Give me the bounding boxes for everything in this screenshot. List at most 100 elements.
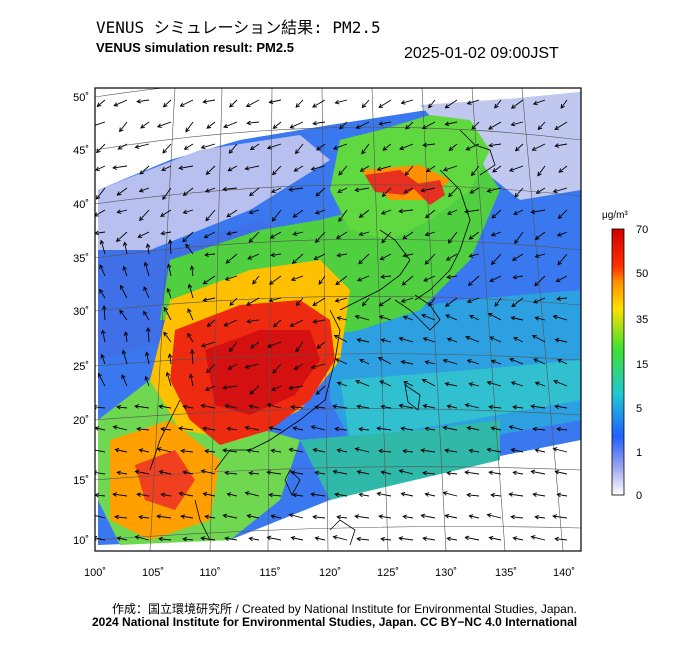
wind-arrow: [119, 309, 128, 321]
colorbar-unit: μg/m³: [602, 210, 628, 221]
wind-arrow: [117, 143, 128, 150]
wind-arrow: [535, 187, 546, 194]
wind-arrow: [204, 252, 216, 258]
lat-tick-label: 20˚: [73, 415, 89, 427]
wind-arrow: [116, 536, 128, 541]
wind-arrow: [222, 513, 238, 519]
wind-arrow: [486, 380, 502, 387]
wind-arrow: [381, 231, 392, 244]
wind-arrow: [163, 306, 172, 321]
colorbar-tick-label: 1: [636, 447, 642, 459]
wind-arrow: [513, 336, 524, 343]
wind-arrow: [178, 491, 194, 497]
wind-arrow: [145, 327, 151, 343]
wind-arrow: [422, 403, 436, 409]
lat-tick-label: 25˚: [73, 361, 89, 373]
wind-arrow: [271, 209, 282, 222]
wind-arrow: [513, 209, 524, 216]
wind-arrow: [268, 275, 282, 285]
wind-arrow: [229, 341, 238, 353]
lon-tick-label: 110˚: [199, 567, 220, 579]
wind-arrow: [402, 315, 414, 321]
wind-arrow: [554, 121, 568, 130]
wind-arrow: [244, 491, 260, 497]
wind-arrow: [158, 404, 172, 409]
wind-arrow: [229, 297, 238, 306]
wind-arrow: [136, 98, 150, 104]
wind-arrow: [490, 231, 502, 237]
wind-arrow: [310, 425, 326, 431]
wind-arrow: [116, 209, 128, 214]
wind-arrow: [377, 356, 392, 365]
wind-arrow: [206, 121, 216, 129]
wind-arrow: [358, 253, 370, 265]
lon-tick-label: 135˚: [495, 567, 517, 579]
lat-tick-label: 10˚: [73, 535, 89, 547]
wind-arrow: [487, 312, 502, 321]
wind-arrow: [335, 358, 348, 365]
wind-arrow: [534, 231, 546, 240]
wind-arrow: [316, 341, 326, 349]
wind-arrow: [246, 297, 260, 306]
wind-arrow: [378, 315, 392, 321]
wind-arrow: [402, 253, 414, 258]
wind-arrow: [448, 143, 458, 152]
wind-arrow: [99, 239, 106, 255]
wind-arrow: [268, 99, 282, 105]
wind-arrow: [290, 404, 304, 410]
wind-arrow: [204, 187, 216, 193]
wind-arrow: [468, 231, 480, 240]
wind-arrow: [143, 310, 150, 321]
wind-arrow: [292, 492, 304, 498]
wind-arrow: [182, 404, 194, 410]
wind-arrow: [292, 426, 304, 431]
wind-arrow: [356, 469, 370, 475]
wind-arrow: [464, 209, 480, 214]
wind-arrow: [530, 209, 546, 215]
wind-arrow: [337, 187, 348, 194]
wind-arrow: [116, 404, 128, 410]
wind-arrow: [270, 252, 282, 258]
wind-arrow: [334, 297, 348, 303]
wind-arrow: [290, 535, 304, 541]
wind-arrow: [227, 165, 238, 172]
wind-arrow: [556, 492, 568, 498]
wind-arrow: [361, 99, 370, 109]
wind-arrow: [272, 319, 282, 328]
map-area: [95, 88, 581, 551]
wind-arrow: [422, 337, 436, 343]
wind-arrow: [361, 143, 370, 155]
wind-arrow: [333, 334, 348, 343]
wind-arrow: [422, 142, 436, 148]
wind-arrow: [510, 514, 524, 520]
wind-arrow: [421, 121, 436, 130]
wind-arrow: [268, 425, 282, 431]
wind-arrow: [534, 381, 546, 387]
wind-arrow: [138, 448, 150, 453]
wind-arrow: [560, 99, 568, 109]
wind-arrow: [510, 381, 524, 387]
wind-arrow: [114, 447, 128, 453]
wind-arrow: [380, 274, 392, 280]
wind-arrow: [424, 253, 436, 265]
wind-arrow: [427, 99, 436, 109]
wind-arrow: [316, 143, 326, 151]
wind-arrow: [332, 404, 348, 409]
wind-arrow: [268, 492, 282, 498]
wind-arrow: [310, 492, 326, 497]
wind-arrow: [136, 492, 150, 497]
wind-arrow: [357, 275, 370, 282]
wind-arrow: [189, 265, 195, 277]
wind-arrow: [205, 165, 216, 175]
wind-arrow: [160, 426, 172, 432]
wind-arrow: [534, 275, 546, 287]
wind-arrow: [490, 492, 502, 498]
wind-arrow: [187, 283, 194, 299]
wind-arrow: [398, 336, 414, 343]
wind-arrow: [358, 209, 370, 218]
wind-arrow: [338, 165, 348, 176]
wind-arrow: [116, 470, 128, 476]
wind-arrow: [205, 209, 216, 222]
wind-arrow: [178, 426, 194, 431]
